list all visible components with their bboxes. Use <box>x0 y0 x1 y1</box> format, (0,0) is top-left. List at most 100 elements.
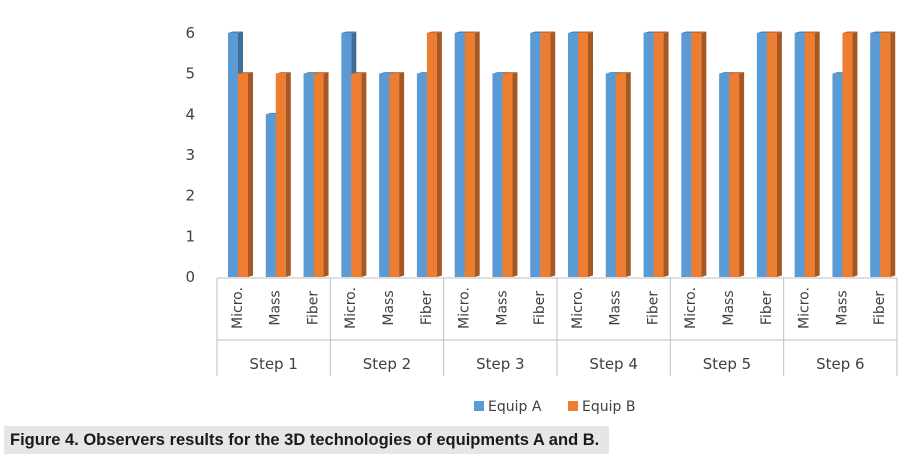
y-tick-label: 0 <box>185 268 195 286</box>
y-tick-label: 6 <box>185 24 195 42</box>
bar-equip-b <box>502 73 513 278</box>
bar-side <box>890 31 896 277</box>
bar-equip-a <box>265 114 276 277</box>
bar-top <box>351 72 367 74</box>
y-tick-label: 1 <box>185 227 195 245</box>
bar-side <box>436 31 442 277</box>
bar-equip-b <box>729 73 740 278</box>
bar-equip-b <box>426 33 437 277</box>
bar-equip-a <box>643 33 654 277</box>
group-label: Step 1 <box>249 355 297 373</box>
bar-top <box>880 31 896 33</box>
category-label: Mass <box>381 290 397 325</box>
bar-top <box>389 72 405 74</box>
bar-equip-a <box>756 33 767 277</box>
bar-side <box>701 31 707 277</box>
bar-side <box>663 31 669 277</box>
legend-label: Equip B <box>582 399 635 415</box>
bar-side <box>550 31 556 277</box>
bar-top <box>540 31 556 33</box>
bar-equip-b <box>313 73 324 278</box>
bar-side <box>512 72 518 278</box>
y-tick-label: 5 <box>185 65 195 83</box>
bar-equip-a <box>341 33 352 277</box>
bar-side <box>776 31 782 277</box>
bar-equip-a <box>568 33 578 277</box>
bar-top <box>691 31 707 33</box>
category-label: Fiber <box>872 291 888 325</box>
bar-equip-b <box>766 33 777 277</box>
bar-top <box>275 72 291 74</box>
bar-equip-b <box>615 73 626 278</box>
bar-side <box>852 31 858 277</box>
bar-equip-a <box>870 33 881 277</box>
bar-side <box>739 72 745 278</box>
category-label: Micro. <box>343 287 359 329</box>
bar-equip-b <box>464 33 475 277</box>
bar-side <box>399 72 405 278</box>
bar-equip-a <box>228 33 238 277</box>
category-label: Fiber <box>419 291 435 325</box>
bar-side <box>323 72 329 278</box>
category-label: Micro. <box>570 287 586 329</box>
bar-equip-a <box>605 73 616 278</box>
bar-side <box>285 72 291 278</box>
group-label: Step 2 <box>363 355 411 373</box>
bar-equip-b <box>275 73 286 278</box>
figure-caption: Figure 4. Observers results for the 3D t… <box>4 426 609 454</box>
y-tick-label: 4 <box>185 105 195 123</box>
bar-side <box>588 31 593 277</box>
category-label: Micro. <box>230 287 246 329</box>
group-label: Step 5 <box>703 355 751 373</box>
bar-equip-a <box>454 33 465 277</box>
bar-top <box>341 31 357 33</box>
bar-top <box>766 31 782 33</box>
category-label: Micro. <box>683 287 699 329</box>
bar-equip-a <box>794 33 805 277</box>
bar-equip-a <box>719 73 730 278</box>
y-tick-label: 3 <box>185 146 195 164</box>
bar-equip-b <box>880 33 891 277</box>
category-label: Mass <box>494 290 510 325</box>
bar-top <box>313 72 329 74</box>
bar-top <box>228 31 243 33</box>
bar-equip-a <box>530 33 541 277</box>
bar-equip-b <box>578 33 588 277</box>
bar-equip-a <box>379 73 390 278</box>
category-label: Mass <box>268 290 284 325</box>
bar-top <box>502 72 518 74</box>
category-label: Micro. <box>457 287 473 329</box>
bar-equip-b <box>691 33 702 277</box>
bar-equip-b <box>540 33 551 277</box>
bar-side <box>361 72 367 278</box>
group-label: Step 3 <box>476 355 524 373</box>
bar-equip-a <box>416 73 427 278</box>
bar-top <box>238 72 253 74</box>
y-tick-label: 2 <box>185 187 195 205</box>
bar-side <box>625 72 631 278</box>
bar-equip-a <box>492 73 503 278</box>
bar-side <box>814 31 820 277</box>
bar-equip-b <box>238 73 248 278</box>
bar-top <box>804 31 820 33</box>
group-label: Step 6 <box>816 355 864 373</box>
bar-equip-b <box>653 33 664 277</box>
category-label: Mass <box>608 290 624 325</box>
bar-chart: 0 1 2 3 4 5 6 Micro. Mass Fiber Step 1 Micro. Mass Fi… <box>185 24 898 415</box>
bar-equip-a <box>303 73 314 278</box>
bar-side <box>474 31 480 277</box>
bar-equip-b <box>842 33 853 277</box>
bar-equip-a <box>832 73 843 278</box>
bar-equip-b <box>804 33 815 277</box>
bar-equip-b <box>351 73 362 278</box>
bar-top <box>464 31 480 33</box>
bar-top <box>615 72 631 74</box>
bar-side <box>248 72 253 278</box>
bar-equip-b <box>389 73 400 278</box>
bar-top <box>578 31 593 33</box>
category-label: Mass <box>834 290 850 325</box>
category-label: Fiber <box>305 291 321 325</box>
category-label: Fiber <box>759 291 775 325</box>
category-label: Fiber <box>645 291 661 325</box>
category-label: Fiber <box>532 291 548 325</box>
